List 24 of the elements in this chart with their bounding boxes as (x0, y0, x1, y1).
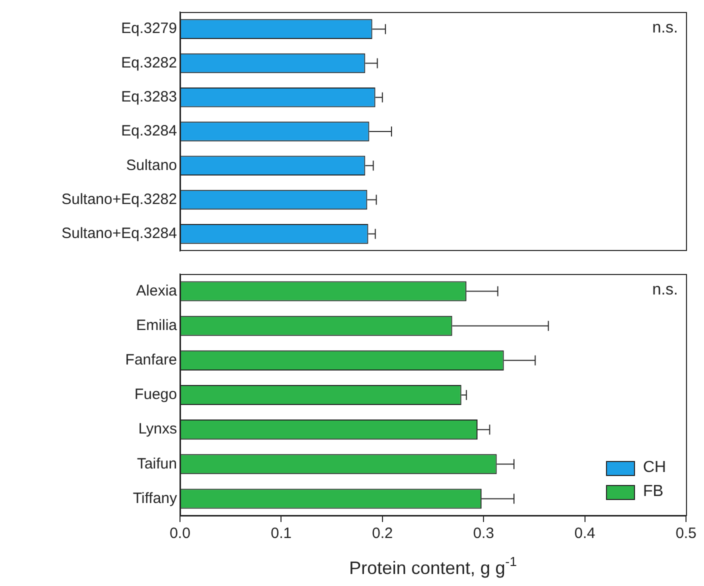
x-tick-label: 0.5 (676, 525, 696, 542)
y-tick-label: Fanfare (125, 352, 177, 369)
y-tick-label: Sultano+Eq.3282 (61, 190, 177, 208)
y-tick-label: Taifun (136, 455, 177, 472)
y-tick-label: Sultano (126, 156, 177, 174)
x-tick-label: 0.3 (473, 525, 494, 542)
y-tick-label: Eq.3283 (121, 88, 177, 106)
x-tick-label: 0.1 (270, 525, 292, 542)
y-tick-label: Tiffany (132, 490, 178, 507)
y-tick-label: Eq.3282 (121, 54, 177, 72)
legend-label: CH (643, 458, 666, 478)
annotation: n.s. (652, 19, 678, 36)
legend-label: FB (643, 482, 664, 502)
x-tick-label: 0.2 (372, 525, 393, 542)
y-tick-label: Fuego (134, 386, 177, 404)
y-tick-label: Alexia (136, 282, 178, 300)
y-tick-label: Lynxs (138, 420, 177, 438)
x-tick-label: 0.4 (574, 525, 596, 542)
y-tick-label: Emilia (136, 317, 178, 334)
x-tick-label: 0.0 (170, 525, 190, 542)
annotation: n.s. (652, 281, 678, 298)
y-tick-label: Eq.3279 (121, 20, 177, 38)
y-tick-label: Eq.3284 (121, 122, 177, 140)
y-tick-label: Sultano+Eq.3284 (61, 225, 177, 242)
